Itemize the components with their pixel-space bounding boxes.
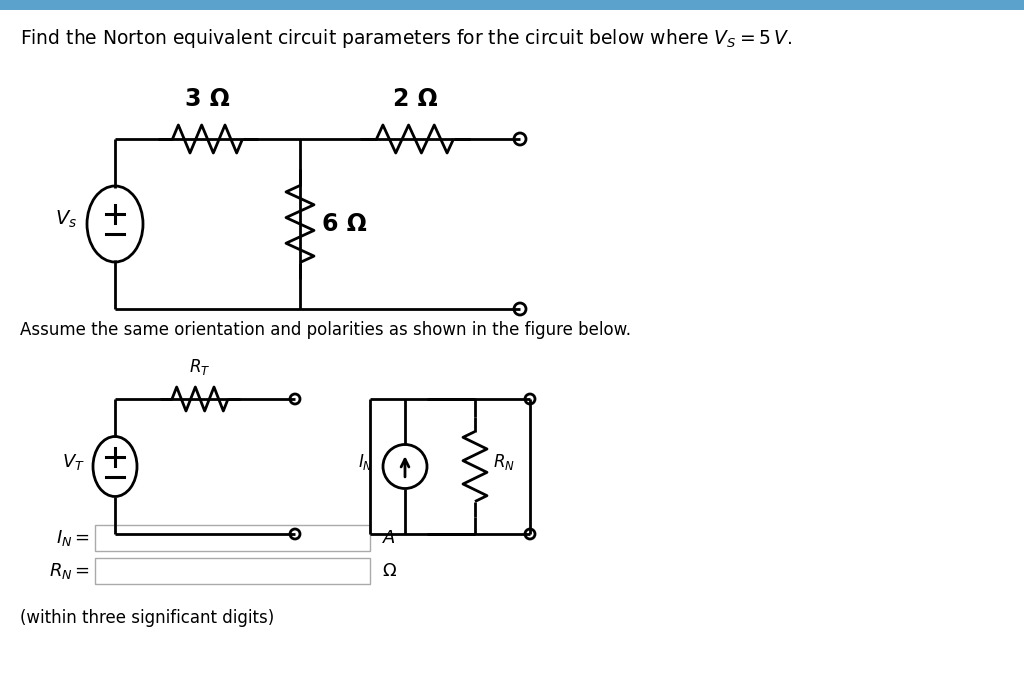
Text: (within three significant digits): (within three significant digits)	[20, 609, 274, 627]
Text: 3 Ω: 3 Ω	[185, 87, 229, 111]
Text: $R_T$: $R_T$	[189, 357, 211, 377]
Text: Assume the same orientation and polarities as shown in the figure below.: Assume the same orientation and polariti…	[20, 321, 631, 339]
Text: $A$: $A$	[382, 529, 396, 547]
Bar	[0, 0, 1024, 10]
Text: $I_N =$: $I_N =$	[56, 528, 90, 548]
Text: $R_N$: $R_N$	[493, 452, 515, 473]
Text: $I_N$: $I_N$	[357, 452, 373, 473]
Text: $V_s$: $V_s$	[55, 208, 77, 230]
Text: Find the Norton equivalent circuit parameters for the circuit below where $V_S =: Find the Norton equivalent circuit param…	[20, 27, 793, 50]
Bar	[95, 525, 370, 551]
Text: $R_N =$: $R_N =$	[49, 561, 90, 581]
Bar	[95, 558, 370, 584]
Text: $V_T$: $V_T$	[62, 452, 85, 473]
Text: 2 Ω: 2 Ω	[392, 87, 437, 111]
Text: 6 Ω: 6 Ω	[322, 212, 367, 236]
Text: Ω: Ω	[382, 562, 395, 580]
